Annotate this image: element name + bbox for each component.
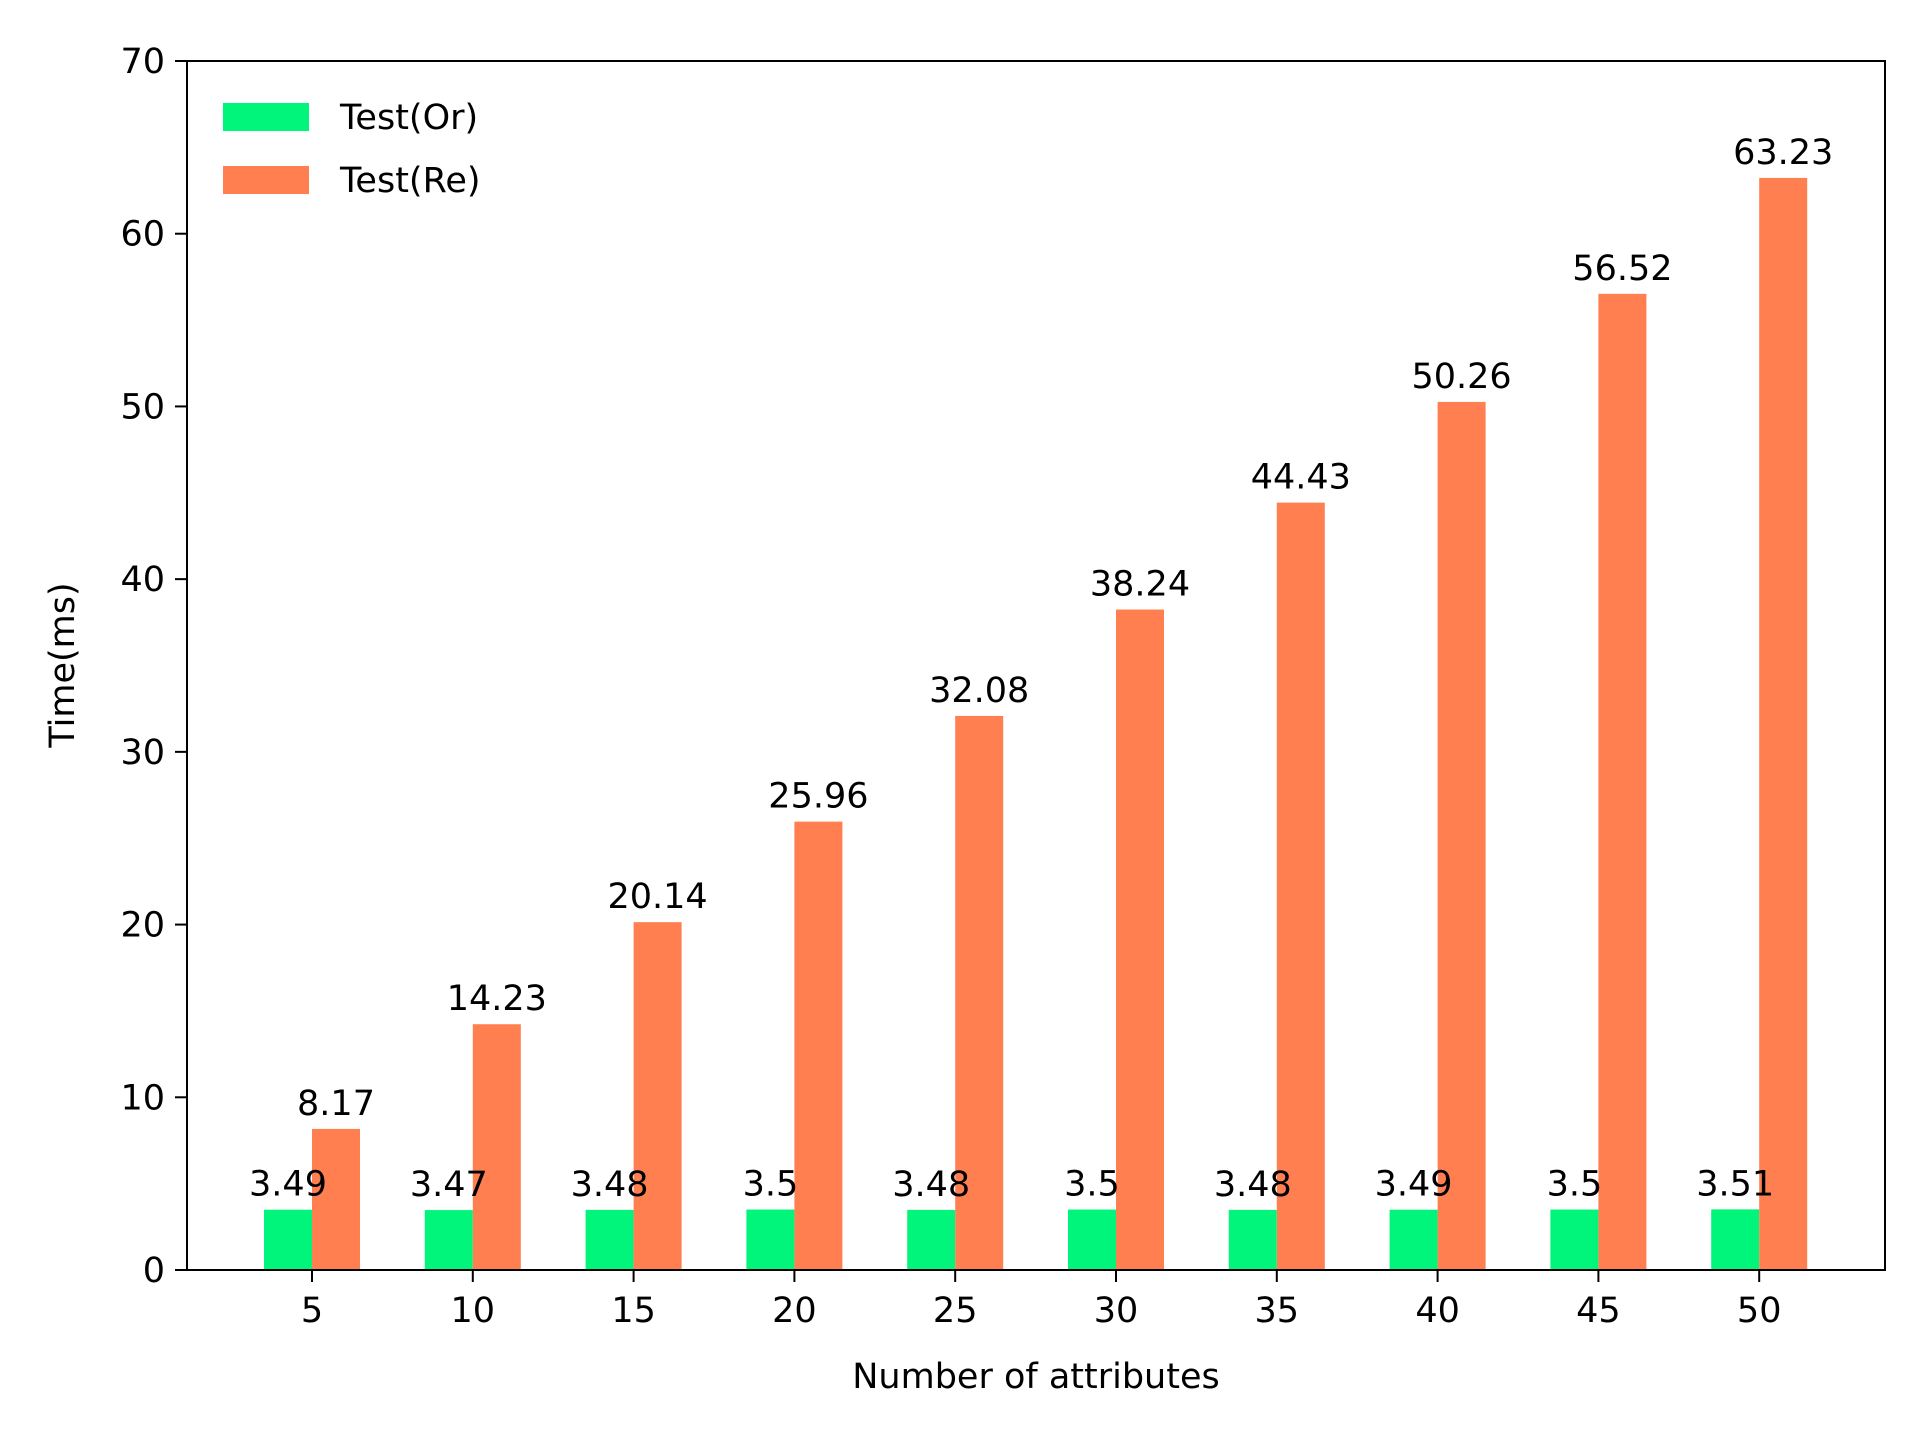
data-label-or-20: 3.5 [743,1165,799,1205]
x-axis: 5 10 15 20 25 30 35 40 45 50 [301,1270,1782,1331]
bar-or-5 [264,1209,312,1270]
x-tick-label: 5 [301,1291,323,1331]
y-tick-label: 0 [143,1251,165,1291]
legend-swatch-or [223,103,309,131]
data-label-re-45: 56.52 [1572,249,1672,289]
data-label-re-30: 38.24 [1090,565,1190,605]
data-label-or-50: 3.51 [1696,1164,1774,1204]
bar-re-50 [1759,177,1808,1270]
x-tick-label: 25 [933,1291,978,1331]
bar-re-30 [1116,609,1164,1270]
data-label-or-45: 3.5 [1547,1165,1603,1205]
plot-area-frame [186,60,1886,1271]
data-label-or-40: 3.49 [1375,1165,1453,1205]
bar-re-25 [955,715,1004,1270]
y-tick-label: 20 [120,906,165,946]
bar-re-5 [312,1128,360,1270]
bar-or-20 [746,1209,795,1270]
x-tick-label: 40 [1415,1291,1460,1331]
legend-label-re: Test(Re) [339,161,481,201]
bar-re-20 [794,821,843,1270]
y-tick-label: 60 [120,215,165,255]
y-axis: 0 10 20 30 40 50 60 70 [120,42,187,1291]
legend-swatch-re [223,166,309,194]
data-label-or-5: 3.49 [249,1165,327,1205]
bar-re-15 [633,922,682,1270]
bar-or-30 [1068,1209,1116,1270]
x-tick-label: 30 [1094,1291,1139,1331]
data-label-re-5: 8.17 [297,1084,375,1124]
bar-or-50 [1711,1209,1760,1270]
y-axis-title: Time(ms) [43,582,83,748]
y-tick-label: 30 [120,733,165,773]
bar-re-45 [1598,293,1647,1270]
data-label-re-25: 32.08 [929,671,1029,711]
legend: Test(Or) Test(Re) [223,98,481,201]
bar-or-45 [1550,1209,1599,1270]
x-tick-label: 15 [611,1291,656,1331]
x-tick-label: 35 [1255,1291,1300,1331]
data-label-or-10: 3.47 [410,1165,488,1205]
data-labels-layer: 3.49 3.47 3.48 3.5 3.48 3.5 3.48 3.49 3.5 3.51 8.1… [249,133,1833,1205]
data-label-re-10: 14.23 [447,979,547,1019]
bar-or-10 [424,1210,473,1270]
data-label-or-35: 3.48 [1214,1165,1292,1205]
x-tick-label: 20 [772,1291,817,1331]
y-tick-label: 10 [120,1078,165,1118]
bar-re-35 [1276,502,1325,1270]
data-label-or-15: 3.48 [571,1165,649,1205]
bar-or-15 [585,1209,634,1270]
x-tick-label: 45 [1576,1291,1621,1331]
y-tick-label: 40 [120,560,165,600]
data-label-re-15: 20.14 [607,877,707,917]
x-tick-label: 10 [451,1291,496,1331]
data-label-or-30: 3.5 [1064,1165,1120,1205]
data-label-re-20: 25.96 [768,777,868,817]
y-tick-label: 50 [120,387,165,427]
x-tick-label: 50 [1737,1291,1782,1331]
legend-label-or: Test(Or) [339,98,478,138]
x-axis-title: Number of attributes [852,1357,1219,1397]
bars-layer [264,177,1808,1270]
bar-or-40 [1389,1209,1438,1270]
bar-re-40 [1437,401,1486,1270]
data-label-or-25: 3.48 [892,1165,970,1205]
data-label-re-50: 63.23 [1733,133,1833,173]
bar-re-10 [472,1024,521,1270]
data-label-re-40: 50.26 [1411,357,1511,397]
y-tick-label: 70 [120,42,165,82]
data-label-re-35: 44.43 [1251,458,1351,498]
bar-or-35 [1228,1209,1277,1270]
bar-or-25 [907,1209,956,1270]
